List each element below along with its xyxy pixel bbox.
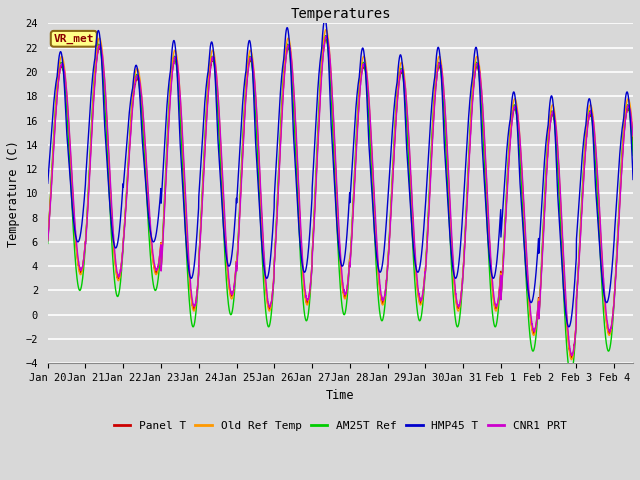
Text: VR_met: VR_met <box>54 34 94 44</box>
Legend: Panel T, Old Ref Temp, AM25T Ref, HMP45 T, CNR1 PRT: Panel T, Old Ref Temp, AM25T Ref, HMP45 … <box>109 416 572 435</box>
X-axis label: Time: Time <box>326 388 355 402</box>
Y-axis label: Temperature (C): Temperature (C) <box>7 140 20 247</box>
Title: Temperatures: Temperatures <box>290 7 390 21</box>
